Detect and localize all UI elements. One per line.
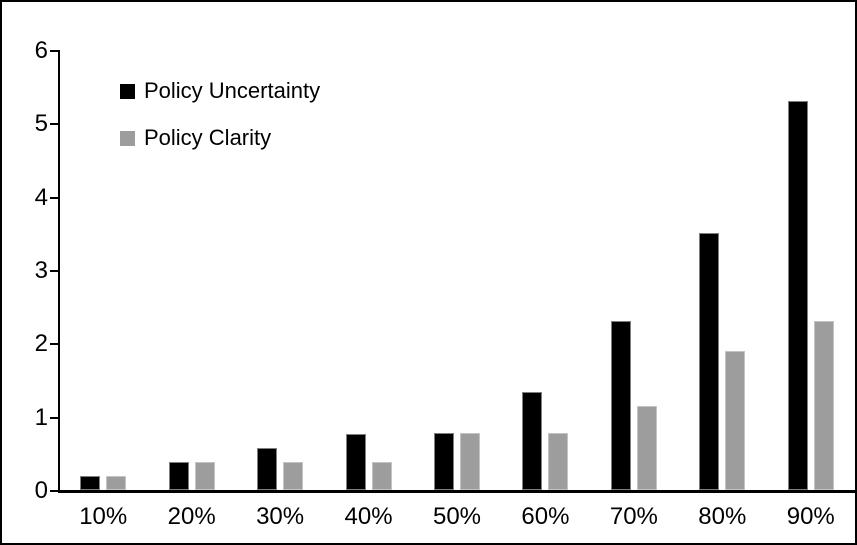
x-tick-label-80%: 80% — [698, 503, 747, 530]
bar-policy-uncertainty-90% — [787, 101, 808, 490]
y-tick-label-2: 2 — [34, 330, 48, 358]
y-tick-label-5: 5 — [34, 110, 48, 138]
x-tick-label-70%: 70% — [609, 503, 658, 530]
y-tick-label-6: 6 — [34, 37, 48, 64]
bar-policy-clarity-40% — [371, 462, 392, 490]
y-tick-label-3: 3 — [34, 257, 48, 284]
y-tick-label-1: 1 — [34, 403, 48, 431]
bar-policy-clarity-30% — [283, 462, 304, 490]
bar-policy-clarity-50% — [460, 433, 480, 490]
bar-policy-uncertainty-30% — [257, 448, 278, 490]
y-tick-label-0: 0 — [34, 477, 48, 504]
bar-policy-uncertainty-40% — [345, 434, 366, 490]
x-tick-label-40%: 40% — [344, 503, 393, 530]
y-tick-1 — [50, 416, 59, 419]
legend-label-policy-clarity: Policy Clarity — [144, 125, 272, 150]
legend-item-policy-clarity: Policy Clarity — [120, 125, 320, 151]
bar-policy-uncertainty-60% — [522, 392, 543, 490]
x-tick-label-30%: 30% — [256, 503, 305, 530]
bar-policy-uncertainty-10% — [80, 476, 101, 490]
x-tick-label-50%: 50% — [432, 503, 482, 530]
y-tick-label-4: 4 — [34, 183, 48, 211]
bar-policy-uncertainty-20% — [168, 462, 189, 490]
y-tick-5 — [50, 123, 59, 126]
y-tick-0 — [50, 490, 59, 492]
bar-policy-clarity-60% — [548, 433, 569, 490]
bar-policy-clarity-10% — [106, 476, 127, 490]
x-tick-label-90%: 90% — [786, 503, 835, 530]
bar-policy-uncertainty-80% — [699, 233, 720, 490]
x-axis-line — [58, 490, 855, 493]
legend: Policy Uncertainty Policy Clarity — [120, 78, 320, 172]
y-axis-line — [58, 50, 60, 493]
y-tick-2 — [50, 343, 59, 346]
y-tick-4 — [50, 196, 59, 199]
legend-label-policy-uncertainty: Policy Uncertainty — [144, 78, 321, 103]
y-tick-3 — [50, 270, 59, 272]
x-tick-label-60%: 60% — [521, 503, 570, 530]
bar-policy-clarity-20% — [194, 462, 215, 490]
bar-policy-clarity-80% — [725, 351, 746, 490]
y-tick-6 — [50, 50, 59, 52]
x-tick-label-20%: 20% — [167, 503, 216, 530]
bar-policy-uncertainty-50% — [434, 433, 454, 490]
bar-policy-clarity-90% — [813, 321, 834, 490]
legend-marker-policy-uncertainty — [120, 83, 135, 99]
x-tick-label-10%: 10% — [79, 503, 128, 530]
legend-item-policy-uncertainty: Policy Uncertainty — [120, 78, 320, 104]
bar-policy-uncertainty-70% — [610, 321, 631, 490]
legend-marker-policy-clarity — [120, 130, 135, 146]
bar-policy-clarity-70% — [636, 406, 657, 490]
